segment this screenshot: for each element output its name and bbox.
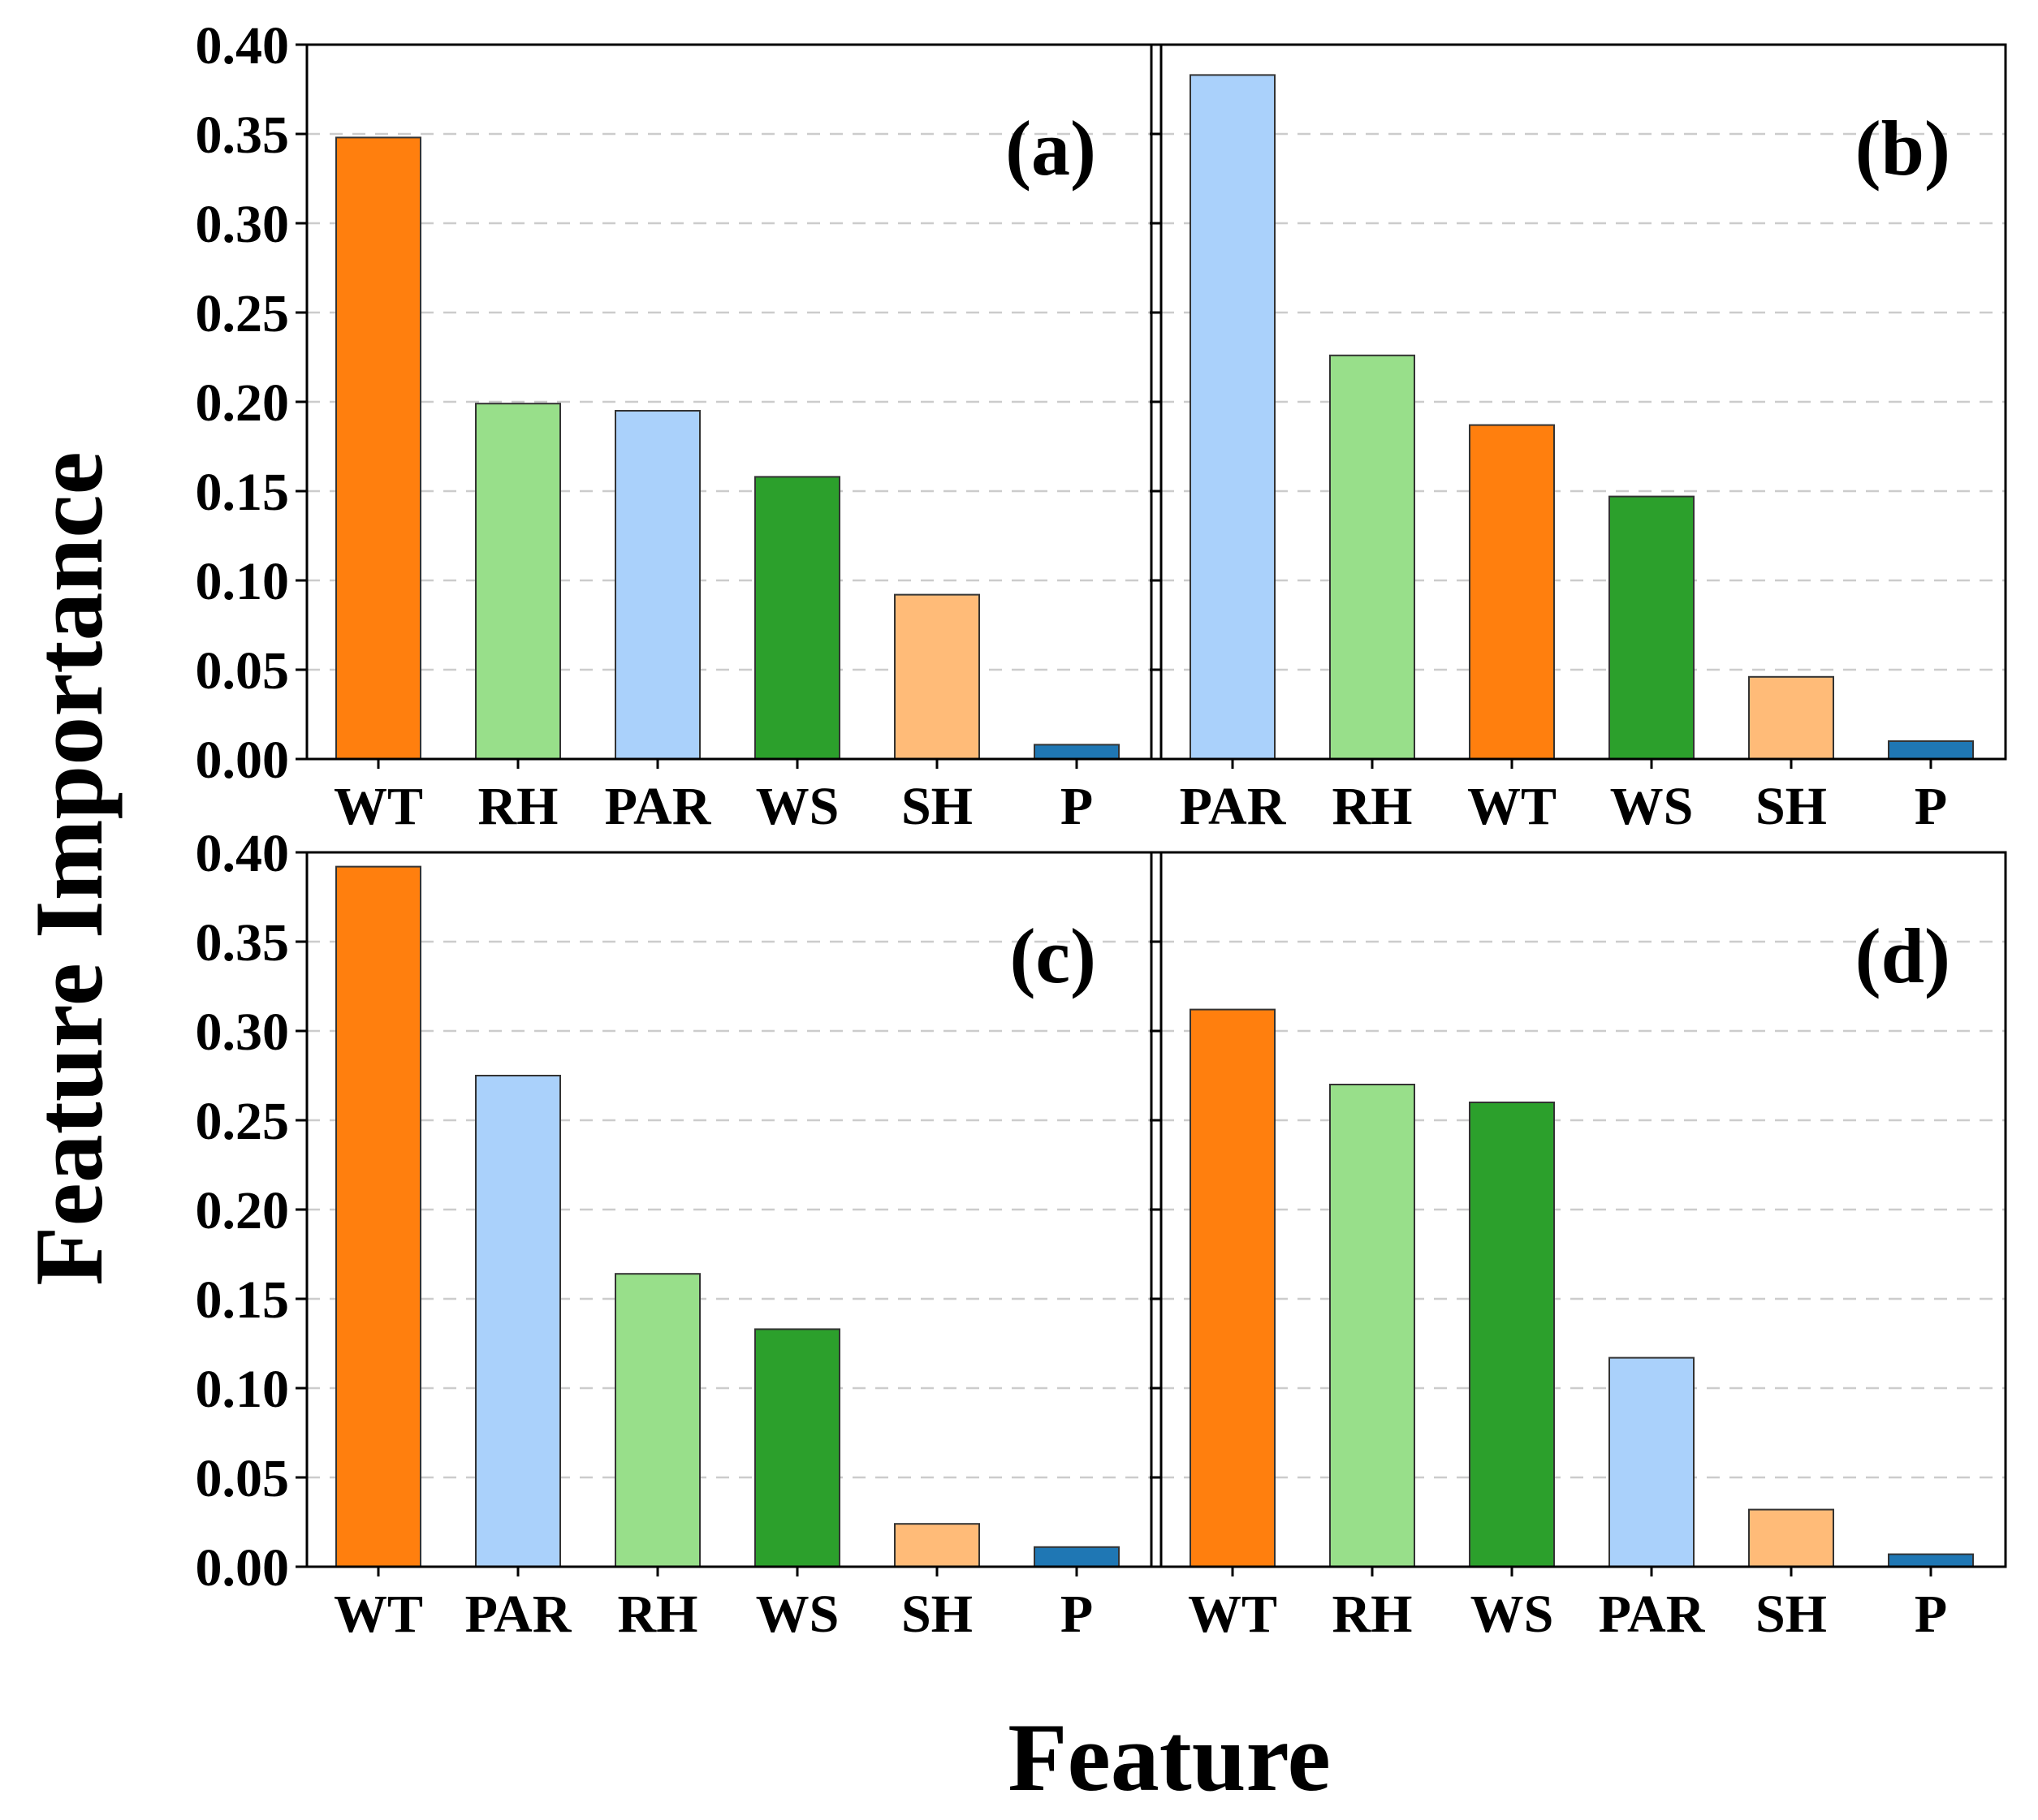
y-tick-label: 0.15 bbox=[196, 1270, 290, 1330]
panel-label: (d) bbox=[1855, 912, 1950, 999]
panel-label: (c) bbox=[1009, 912, 1096, 999]
bar-rh bbox=[1329, 354, 1415, 760]
bar-wt bbox=[335, 865, 421, 1568]
y-tick-label: 0.00 bbox=[196, 731, 290, 790]
y-tick-label: 0.40 bbox=[196, 824, 290, 883]
x-tick-label: P bbox=[1060, 1585, 1093, 1644]
y-tick-label: 0.30 bbox=[196, 195, 290, 254]
bar-ws bbox=[1608, 495, 1695, 760]
x-tick-label: P bbox=[1060, 777, 1093, 836]
bar-p bbox=[1888, 740, 1974, 760]
y-tick-label: 0.25 bbox=[196, 284, 290, 343]
x-tick-label: RH bbox=[478, 777, 559, 836]
bar-p bbox=[1034, 1546, 1120, 1568]
panel-label: (b) bbox=[1855, 105, 1950, 192]
x-tick-label: PAR bbox=[605, 777, 712, 836]
y-tick-label: 0.20 bbox=[196, 373, 290, 433]
y-tick-label: 0.00 bbox=[196, 1538, 290, 1598]
chart-panel-4: WT RH WS PAR SH P (d) bbox=[1150, 851, 2007, 1644]
x-tick-label: WS bbox=[756, 1585, 840, 1644]
bar-par bbox=[475, 1075, 561, 1568]
y-tick-label: 0.05 bbox=[196, 1449, 290, 1508]
y-tick-label: 0.40 bbox=[196, 16, 290, 75]
y-tick-label: 0.20 bbox=[196, 1181, 290, 1240]
y-tick-label: 0.35 bbox=[196, 106, 290, 165]
bar-rh bbox=[615, 1273, 701, 1568]
bar-sh bbox=[1748, 1508, 1834, 1568]
x-tick-label: WT bbox=[1467, 777, 1557, 836]
bar-p bbox=[1034, 744, 1120, 761]
bar-sh bbox=[894, 593, 980, 760]
bar-ws bbox=[1469, 1102, 1555, 1568]
bar-rh bbox=[1329, 1084, 1415, 1568]
x-tick-label: SH bbox=[901, 777, 973, 836]
x-axis-title: Feature bbox=[1008, 1703, 1331, 1811]
x-tick-label: SH bbox=[901, 1585, 973, 1644]
x-tick-label: WS bbox=[1470, 1585, 1554, 1644]
bar-sh bbox=[1748, 675, 1834, 760]
x-tick-label: RH bbox=[1332, 777, 1413, 836]
x-tick-label: WT bbox=[334, 1585, 423, 1644]
bar-wt bbox=[1469, 424, 1555, 760]
x-tick-label: WS bbox=[756, 777, 840, 836]
bar-wt bbox=[335, 136, 421, 760]
bar-p bbox=[1888, 1553, 1974, 1568]
x-tick-label: RH bbox=[1332, 1585, 1413, 1644]
x-tick-label: WT bbox=[1188, 1585, 1277, 1644]
bar-ws bbox=[754, 1328, 840, 1568]
y-tick-label: 0.25 bbox=[196, 1092, 290, 1151]
panel-label: (a) bbox=[1005, 105, 1096, 192]
bar-sh bbox=[894, 1523, 980, 1568]
y-tick-label: 0.10 bbox=[196, 1360, 290, 1419]
y-axis-title: Feature Importance bbox=[15, 451, 123, 1286]
bar-rh bbox=[475, 403, 561, 760]
x-tick-label: P bbox=[1915, 1585, 1947, 1644]
x-tick-label: SH bbox=[1755, 1585, 1827, 1644]
y-tick-label: 0.05 bbox=[196, 641, 290, 701]
y-tick-label: 0.15 bbox=[196, 463, 290, 522]
y-tick-label: 0.35 bbox=[196, 913, 290, 973]
x-tick-label: PAR bbox=[1599, 1585, 1706, 1644]
y-tick-label: 0.30 bbox=[196, 1003, 290, 1062]
y-tick-label: 0.10 bbox=[196, 552, 290, 611]
bar-ws bbox=[754, 476, 840, 761]
chart-panels: 0.00 0.05 0.10 0.15 0.20 0.25 0.30 0.35 0.40 WT RH… bbox=[196, 16, 2007, 1644]
x-tick-label: WT bbox=[334, 777, 423, 836]
bar-par bbox=[1190, 74, 1276, 760]
x-tick-label: PAR bbox=[465, 1585, 572, 1644]
bar-par bbox=[1608, 1356, 1695, 1568]
x-tick-label: WS bbox=[1610, 777, 1694, 836]
chart-panel-2: PAR RH WT WS SH P (b) bbox=[1150, 43, 2007, 836]
x-tick-label: P bbox=[1915, 777, 1947, 836]
x-tick-label: PAR bbox=[1180, 777, 1287, 836]
bar-par bbox=[615, 410, 701, 760]
x-tick-label: SH bbox=[1755, 777, 1827, 836]
bar-wt bbox=[1190, 1008, 1276, 1568]
x-tick-label: RH bbox=[618, 1585, 698, 1644]
chart-panel-1: 0.00 0.05 0.10 0.15 0.20 0.25 0.30 0.35 0.40 WT RH… bbox=[196, 16, 1153, 836]
chart-panel-3: 0.00 0.05 0.10 0.15 0.20 0.25 0.30 0.35 0.40 WT PA… bbox=[196, 824, 1153, 1644]
